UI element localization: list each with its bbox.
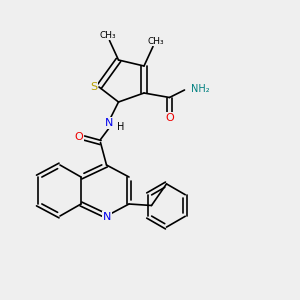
Text: H: H <box>117 122 124 133</box>
Text: CH₃: CH₃ <box>100 31 116 40</box>
Text: O: O <box>74 131 83 142</box>
Text: CH₃: CH₃ <box>148 37 164 46</box>
Text: S: S <box>90 82 97 92</box>
Text: O: O <box>165 112 174 123</box>
Text: N: N <box>105 118 113 128</box>
Text: NH₂: NH₂ <box>190 83 209 94</box>
Text: N: N <box>103 212 111 222</box>
